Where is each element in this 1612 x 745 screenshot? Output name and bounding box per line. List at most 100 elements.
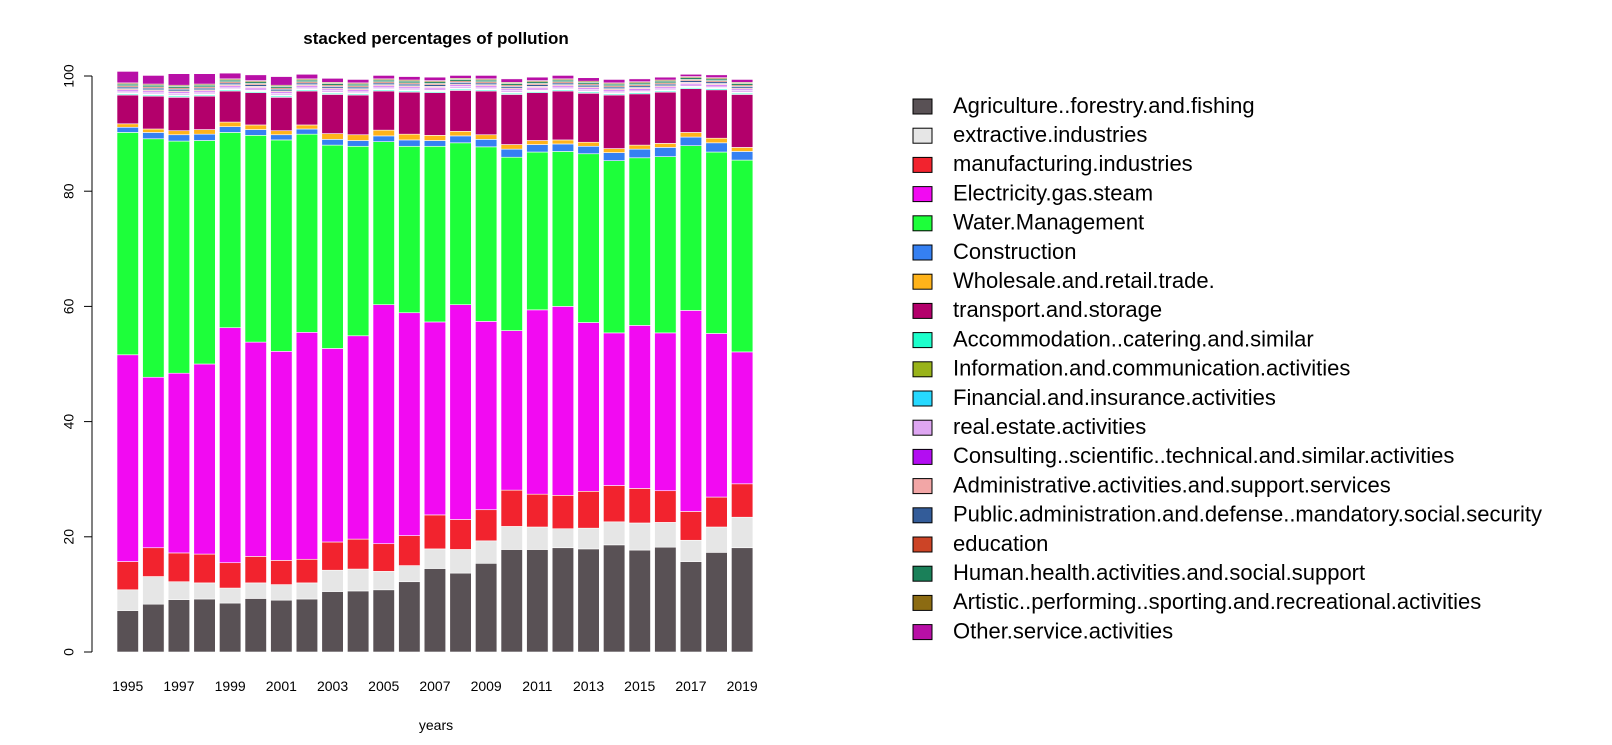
legend-item: Construction [912, 239, 1077, 264]
bar-segment [475, 134, 498, 140]
bar-segment [244, 129, 267, 136]
bar-segment [423, 548, 447, 569]
bar-segment [347, 94, 370, 136]
bar-segment [551, 528, 575, 549]
bar-segment [628, 325, 651, 489]
bar-stack [628, 78, 651, 653]
y-tick-label: 60 [61, 298, 77, 314]
bar-segment [603, 485, 626, 523]
legend-item: Wholesale.and.retail.trade. [912, 268, 1215, 293]
bar-segment [347, 134, 370, 141]
bar-segment [628, 157, 651, 326]
x-tick-label: 1995 [112, 678, 143, 694]
bar-segment [116, 94, 139, 125]
bar-segment [603, 160, 626, 334]
legend-label: Agriculture..forestry.and.fishing [953, 93, 1255, 118]
bar-segment [372, 543, 395, 572]
bar-segment [449, 142, 472, 305]
bar-stack [526, 76, 549, 653]
bar-segment [142, 95, 165, 130]
bar-segment [244, 135, 267, 343]
bar-segment [193, 582, 216, 600]
bar-segment [372, 129, 395, 137]
bar-segment [500, 78, 523, 83]
bar-segment [423, 135, 447, 141]
bar-segment [219, 90, 242, 123]
bar-segment [193, 129, 216, 135]
bar-segment [526, 151, 549, 311]
legend-swatch [912, 302, 933, 319]
bar-segment [449, 130, 472, 137]
bar-segment [603, 544, 626, 653]
bar-segment [270, 130, 293, 136]
bar-segment [295, 133, 319, 333]
bar-segment [500, 148, 523, 158]
legend-label: transport.and.storage [953, 297, 1162, 322]
bar-segment [551, 143, 575, 152]
bar-stack [270, 76, 293, 653]
bar-segment [654, 490, 677, 523]
y-tick-label: 100 [61, 64, 77, 88]
bar-segment [551, 151, 575, 307]
bar-segment [628, 78, 651, 83]
legend-item: Public.administration.and.defense..manda… [912, 502, 1542, 527]
bar-segment [705, 89, 728, 139]
bar-segment [654, 522, 677, 548]
bar-segment [219, 587, 242, 604]
bar-segment [705, 137, 728, 144]
bar-segment [398, 76, 421, 81]
bar-segment [372, 141, 395, 305]
bar-segment [654, 76, 677, 81]
bar-segment [423, 76, 447, 81]
legend-item: Accommodation..catering.and.similar [912, 326, 1314, 351]
legend: Agriculture..forestry.and.fishing extract… [912, 93, 1542, 643]
bar-segment [398, 535, 421, 566]
bar-segment [398, 91, 421, 135]
bar-segment [577, 153, 600, 323]
bar-segment [731, 147, 754, 152]
legend-label: Wholesale.and.retail.trade. [953, 268, 1215, 293]
bar-segment [142, 132, 165, 140]
legend-swatch [912, 507, 933, 524]
bar-segment [654, 332, 677, 492]
bar-segment [244, 582, 267, 599]
bar-segment [219, 132, 242, 329]
bar-segment [321, 133, 344, 140]
bar-segment [193, 363, 216, 555]
bar-segment [449, 519, 472, 550]
bar-stack [116, 71, 139, 653]
bar-segment [347, 538, 370, 570]
legend-item: Financial.and.insurance.activities [912, 385, 1276, 410]
bar-segment [116, 354, 139, 562]
bar-segment [551, 139, 575, 145]
bars [116, 71, 754, 653]
bar-segment [475, 562, 498, 653]
bar-segment [423, 321, 447, 516]
legend-item: extractive.industries [912, 122, 1147, 147]
legend-swatch [912, 478, 933, 495]
legend-item: Consulting..scientific..technical.and.si… [912, 443, 1454, 468]
bar-segment [475, 75, 498, 80]
legend-swatch [912, 536, 933, 553]
bar-segment [628, 144, 651, 150]
legend-item: Electricity.gas.steam [912, 180, 1153, 205]
bar-segment [475, 321, 498, 511]
bar-segment [244, 74, 267, 81]
bar-segment [219, 121, 242, 127]
bar-stack [551, 75, 575, 653]
bar-stack [167, 73, 190, 653]
bar-segment [244, 124, 267, 130]
bar-segment [321, 78, 344, 83]
bar-segment [679, 73, 703, 77]
bar-stack [679, 73, 703, 653]
bar-stack [219, 72, 242, 653]
legend-label: Human.health.activities.and.social.suppo… [953, 560, 1365, 585]
bar-segment [731, 351, 754, 485]
bar-segment [142, 128, 165, 133]
legend-label: Consulting..scientific..technical.and.si… [953, 443, 1454, 468]
legend-swatch [912, 156, 933, 173]
bar-segment [654, 143, 677, 148]
legend-label: Accommodation..catering.and.similar [953, 326, 1314, 351]
chart-title: stacked percentages of pollution [303, 29, 568, 48]
bar-segment [295, 582, 319, 600]
